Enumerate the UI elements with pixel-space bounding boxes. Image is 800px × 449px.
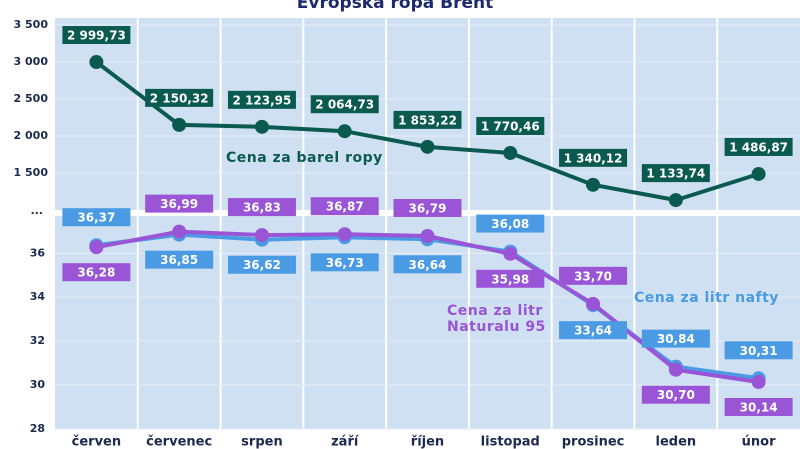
value-label-box bbox=[641, 164, 710, 183]
value-label: 36,64 bbox=[409, 258, 447, 272]
value-label: 35,98 bbox=[491, 272, 529, 286]
data-point bbox=[668, 193, 683, 208]
value-label-box bbox=[227, 90, 296, 109]
y-tick-label: 32 bbox=[30, 334, 45, 347]
value-label: 30,70 bbox=[657, 388, 695, 402]
value-label-box bbox=[310, 95, 379, 114]
y2-tick-label: 3 000 bbox=[14, 55, 49, 68]
data-point bbox=[503, 145, 518, 160]
value-label: 36,08 bbox=[491, 217, 529, 231]
value-label: 1 133,74 bbox=[646, 167, 705, 181]
y2-tick-label: 1 500 bbox=[14, 166, 49, 179]
data-point bbox=[89, 55, 104, 70]
value-label-box bbox=[393, 110, 462, 129]
value-label: 2 064,73 bbox=[315, 98, 374, 112]
value-label: 1 770,46 bbox=[481, 119, 540, 133]
x-tick-label: srpen bbox=[241, 435, 283, 449]
data-point bbox=[254, 119, 269, 134]
value-label: 36,83 bbox=[243, 201, 281, 215]
axis-break-label: ... bbox=[30, 204, 43, 217]
x-tick-label: září bbox=[331, 435, 360, 449]
y2-tick-label: 2 500 bbox=[14, 92, 49, 105]
data-point bbox=[420, 228, 435, 243]
value-label: 36,62 bbox=[243, 258, 281, 272]
value-label-box bbox=[62, 26, 131, 45]
value-label: 1 853,22 bbox=[398, 113, 457, 127]
x-tick-label: prosinec bbox=[562, 435, 625, 449]
value-label: 30,84 bbox=[657, 332, 695, 346]
value-label-box bbox=[393, 255, 462, 274]
value-label: 36,37 bbox=[77, 211, 115, 225]
value-label-box bbox=[559, 321, 628, 340]
data-point bbox=[89, 240, 104, 255]
y2-tick-label: 2 000 bbox=[14, 129, 49, 142]
value-label-box bbox=[227, 255, 296, 274]
x-tick-label: červenec bbox=[146, 435, 212, 449]
series-name: Cena za barel ropy bbox=[226, 150, 383, 166]
value-label: 36,99 bbox=[160, 197, 198, 211]
y-tick-label: 30 bbox=[30, 378, 46, 391]
value-label-box bbox=[145, 194, 214, 213]
data-point bbox=[172, 224, 187, 239]
value-label: 36,73 bbox=[326, 256, 364, 270]
value-label: 33,64 bbox=[574, 324, 612, 338]
value-label: 33,70 bbox=[574, 269, 612, 283]
value-label: 2 999,73 bbox=[67, 29, 126, 43]
y2-tick-label: 3 500 bbox=[14, 18, 49, 31]
value-label-box bbox=[641, 385, 710, 404]
data-point bbox=[751, 375, 766, 390]
data-point bbox=[254, 228, 269, 243]
value-label-box bbox=[476, 269, 545, 288]
series-name: Cena za litr nafty bbox=[634, 290, 779, 306]
value-label-box bbox=[641, 329, 710, 348]
value-label-box bbox=[145, 250, 214, 269]
chart-title: Evropská ropa Brent bbox=[297, 0, 493, 13]
y-tick-label: 36 bbox=[30, 246, 46, 259]
value-label-box bbox=[476, 116, 545, 135]
data-point bbox=[337, 124, 352, 139]
value-label: 2 150,32 bbox=[150, 91, 209, 105]
x-tick-label: leden bbox=[656, 435, 697, 449]
value-label: 1 340,12 bbox=[564, 151, 623, 165]
value-label: 30,31 bbox=[740, 344, 778, 358]
x-tick-label: říjen bbox=[411, 435, 444, 449]
value-label-box bbox=[724, 341, 793, 360]
value-label-box bbox=[310, 253, 379, 272]
data-point bbox=[586, 296, 601, 311]
x-tick-label: listopad bbox=[481, 435, 540, 449]
value-label-box bbox=[476, 214, 545, 233]
data-point bbox=[586, 177, 601, 192]
data-point bbox=[172, 117, 187, 132]
value-label-box bbox=[145, 88, 214, 107]
value-label-box bbox=[310, 197, 379, 216]
value-label-box bbox=[62, 263, 131, 282]
value-label: 36,79 bbox=[409, 201, 447, 215]
data-point bbox=[337, 227, 352, 242]
data-point bbox=[668, 362, 683, 377]
value-label: 36,85 bbox=[160, 253, 198, 267]
data-point bbox=[751, 166, 766, 181]
series-name: Cena za litr Naturalu 95 bbox=[447, 303, 546, 335]
value-label: 2 123,95 bbox=[233, 93, 292, 107]
value-label-box bbox=[724, 398, 793, 417]
x-tick-label: únor bbox=[742, 435, 776, 449]
value-label-box bbox=[724, 137, 793, 156]
value-label: 36,28 bbox=[77, 266, 115, 280]
value-label-box bbox=[559, 266, 628, 285]
value-label: 36,87 bbox=[326, 200, 364, 214]
value-label-box bbox=[62, 208, 131, 227]
value-label: 1 486,87 bbox=[729, 140, 788, 154]
data-point bbox=[503, 246, 518, 261]
value-label: 30,14 bbox=[740, 401, 778, 415]
x-tick-label: červen bbox=[72, 435, 121, 449]
y-tick-label: 28 bbox=[30, 422, 45, 435]
value-label-box bbox=[559, 148, 628, 167]
value-label-box bbox=[227, 198, 296, 217]
value-label-box bbox=[393, 198, 462, 217]
y-tick-label: 34 bbox=[30, 290, 46, 303]
data-point bbox=[420, 139, 435, 154]
